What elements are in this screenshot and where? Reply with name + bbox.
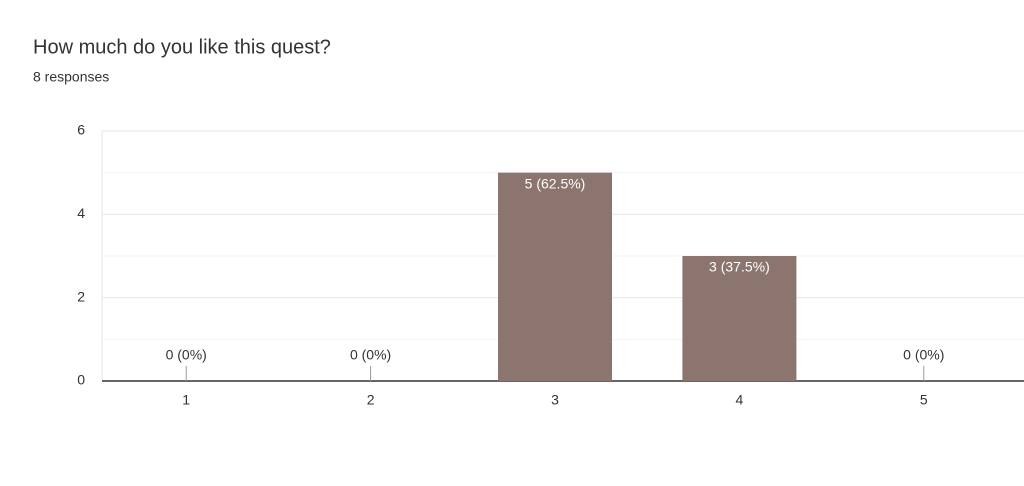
chart-subtitle: 8 responses bbox=[33, 69, 109, 85]
x-tick-label: 3 bbox=[551, 392, 559, 408]
value-label: 0 (0%) bbox=[166, 347, 207, 363]
x-tick-label: 2 bbox=[367, 392, 375, 408]
y-tick-label: 0 bbox=[77, 372, 85, 388]
value-label: 3 (37.5%) bbox=[709, 259, 770, 275]
value-label: 5 (62.5%) bbox=[525, 175, 586, 191]
y-tick-label: 4 bbox=[77, 205, 85, 221]
y-tick-label: 6 bbox=[77, 122, 85, 138]
x-tick-label: 5 bbox=[920, 392, 928, 408]
bar bbox=[498, 172, 612, 381]
bar bbox=[682, 256, 797, 381]
x-tick-label: 1 bbox=[182, 392, 190, 408]
value-label: 0 (0%) bbox=[903, 347, 944, 363]
y-tick-label: 2 bbox=[77, 288, 85, 304]
chart-title: How much do you like this quest? bbox=[33, 36, 331, 58]
value-label: 0 (0%) bbox=[350, 347, 391, 363]
x-tick-label: 4 bbox=[736, 392, 744, 408]
